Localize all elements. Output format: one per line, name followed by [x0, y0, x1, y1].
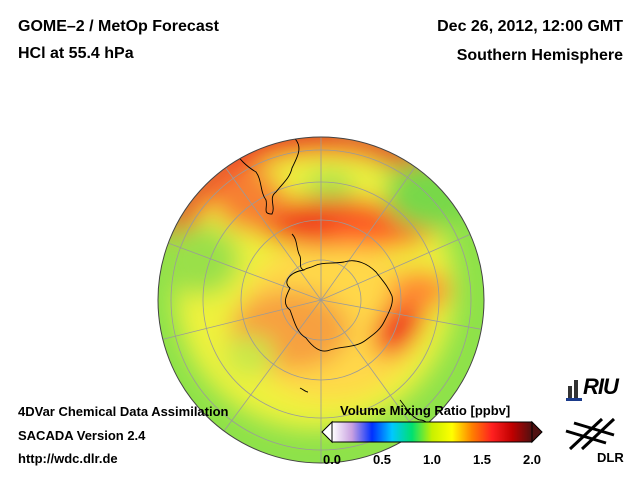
colorbar-min-arrow [321, 420, 333, 444]
riu-logo-text: RIU [583, 374, 619, 399]
map-subtitle-species: HCl at 55.4 hPa [18, 45, 134, 62]
colorbar-tick-label: 0.5 [372, 452, 392, 467]
colorbar-max-arrow [531, 420, 543, 444]
footer-url[interactable]: http://wdc.dlr.de [18, 451, 118, 466]
colorbar-tick-label: 1.0 [422, 452, 442, 467]
map-title: GOME–2 / MetOp Forecast [18, 18, 219, 35]
footer-assimilation: 4DVar Chemical Data Assimilation [18, 404, 229, 419]
colorbar-title: Volume Mixing Ratio [ppbv] [340, 403, 511, 418]
dlr-logo-text: DLR [597, 450, 624, 465]
colorbar-tick-label: 0.0 [322, 452, 342, 467]
colorbar-gradient [331, 421, 533, 443]
hemisphere-label: Southern Hemisphere [456, 47, 623, 64]
footer-version: SACADA Version 2.4 [18, 428, 146, 443]
forecast-datetime: Dec 26, 2012, 12:00 GMT [437, 18, 623, 35]
riu-logo-icon [566, 380, 582, 401]
colorbar-tick-label: 1.5 [472, 452, 492, 467]
dlr-logo-icon [565, 417, 616, 451]
globe-outline [157, 136, 485, 464]
colorbar [321, 420, 543, 444]
colorbar-tick-label: 2.0 [522, 452, 542, 467]
